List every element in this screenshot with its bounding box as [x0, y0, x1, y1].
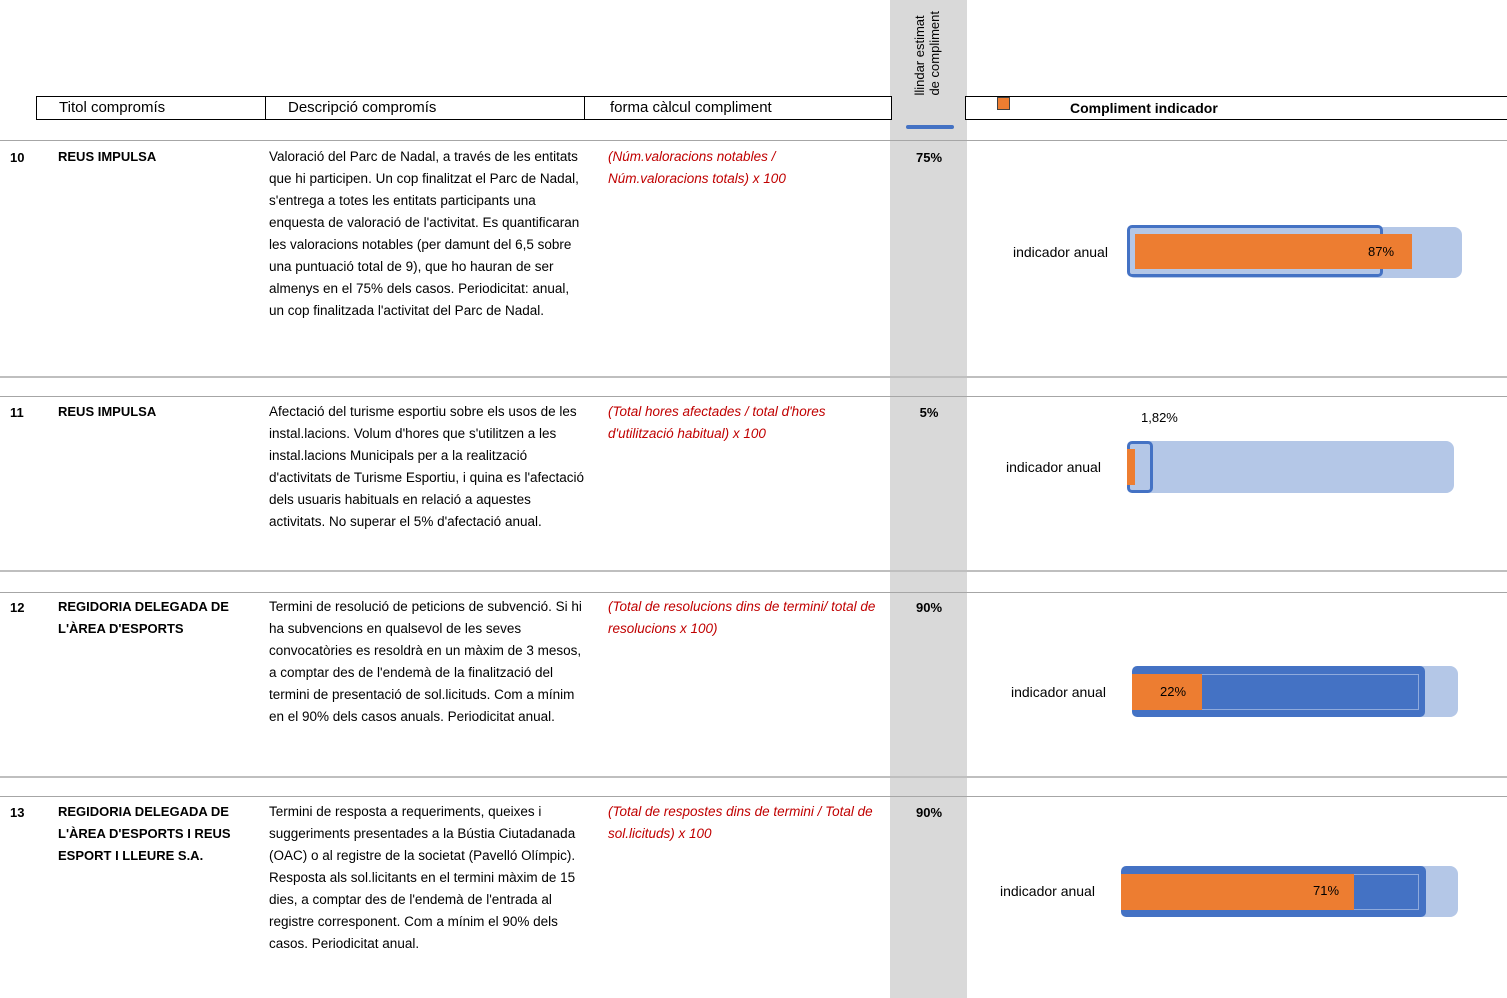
row-number: 13 [10, 805, 25, 820]
header-indicator-column [965, 96, 1507, 120]
indicator-bar-background [1127, 441, 1454, 493]
indicator-value-label: 1,82% [1141, 410, 1178, 425]
row-description: Termini de resposta a requeriments, quei… [269, 804, 576, 951]
indicator-value-bar [1135, 234, 1412, 269]
legend-actual-swatch [997, 97, 1010, 110]
threshold-legend-marker [906, 125, 954, 129]
row-threshold: 75% [915, 150, 943, 165]
indicator-label: indicador anual [1011, 684, 1106, 700]
row-number: 12 [10, 600, 25, 615]
indicator-value-bar [1127, 449, 1135, 485]
indicator-label: indicador anual [1013, 244, 1108, 260]
indicator-label: indicador anual [1006, 459, 1101, 475]
row-number: 11 [10, 405, 24, 420]
threshold-header-label: llindar estimat de compliment [912, 11, 942, 96]
indicator-value-label: 71% [1313, 883, 1340, 898]
row-description: Valoració del Parc de Nadal, a través de… [269, 149, 580, 318]
threshold-header: llindar estimat de compliment [902, 8, 952, 96]
row-description: Afectació del turisme esportiu sobre els… [269, 404, 585, 529]
row-formula: (Total de resolucions dins de termini/ t… [608, 599, 876, 636]
row-title: REUS IMPULSA [58, 149, 157, 164]
row-number: 10 [10, 150, 25, 165]
row-separator [0, 796, 1507, 797]
row-separator [0, 140, 1507, 141]
header-description-column: Descripció compromís [265, 96, 585, 120]
row-separator [0, 396, 1507, 397]
header-title-column: Titol compromís [36, 96, 266, 120]
threshold-column [890, 0, 967, 998]
header-formula-label: forma càlcul compliment [610, 99, 772, 116]
row-separator [0, 376, 1507, 378]
indicator-value-label: 87% [1368, 244, 1395, 259]
header-title-label: Titol compromís [59, 99, 166, 116]
row-title: REGIDORIA DELEGADA DE L'ÀREA D'ESPORTS [58, 599, 229, 636]
header-description-label: Descripció compromís [288, 99, 437, 116]
row-formula: (Núm.valoracions notables / Núm.valoraci… [608, 149, 786, 186]
row-title: REUS IMPULSA [58, 404, 157, 419]
indicator-value-bar [1132, 674, 1202, 710]
header-formula-column: forma càlcul compliment [584, 96, 892, 120]
row-separator [0, 776, 1507, 778]
row-threshold: 90% [915, 805, 943, 820]
indicator-label: indicador anual [1000, 883, 1095, 899]
row-threshold: 90% [915, 600, 943, 615]
row-threshold: 5% [919, 405, 939, 420]
row-title: REGIDORIA DELEGADA DE L'ÀREA D'ESPORTS I… [58, 804, 231, 863]
row-separator [0, 592, 1507, 593]
indicator-value-bar [1121, 874, 1354, 910]
row-formula: (Total hores afectades / total d'hores d… [608, 404, 826, 441]
indicator-value-label: 22% [1160, 684, 1187, 699]
row-description: Termini de resolució de peticions de sub… [269, 599, 582, 724]
row-formula: (Total de respostes dins de termini / To… [608, 804, 873, 841]
row-separator [0, 570, 1507, 572]
legend-title: Compliment indicador [1070, 100, 1218, 116]
